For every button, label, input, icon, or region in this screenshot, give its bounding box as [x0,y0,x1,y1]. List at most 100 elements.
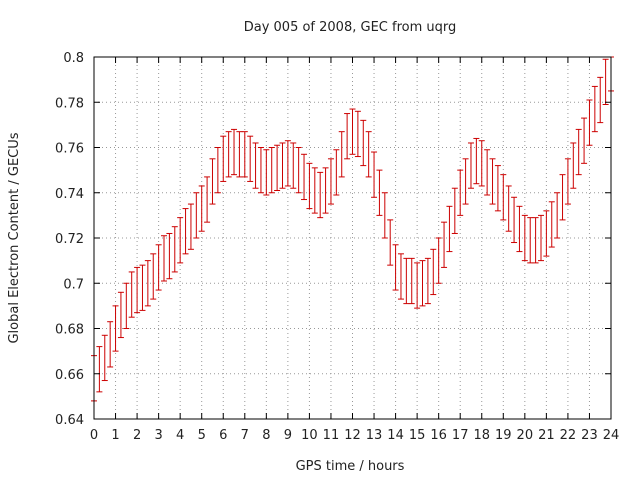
error-bar-point [473,137,480,185]
y-tick-label: 0.78 [55,96,84,111]
error-bar-point [484,149,491,196]
error-bar-point [171,226,178,273]
error-bar-point [144,260,151,307]
x-tick-label: 5 [198,428,206,443]
error-bar-point [581,117,588,164]
error-bar-point [424,257,431,305]
x-tick-label: 19 [495,428,512,443]
error-bar-point [554,192,561,239]
x-tick-label: 12 [344,428,361,443]
x-tick-label: 6 [219,428,227,443]
error-bar-point [134,266,141,314]
error-bar-point [96,346,103,393]
error-bar-point [128,271,135,318]
error-bar-point [521,214,528,262]
error-bar-point [403,257,410,305]
error-bar-point [247,135,254,182]
error-bar-point [241,131,248,178]
y-axis-label: Global Electron Content / GECUs [7,132,22,343]
x-tick-label: 2 [133,428,141,443]
error-bar-point [155,244,162,291]
error-bar-point [575,128,582,176]
error-bar-point [284,140,291,187]
x-tick-label: 9 [284,428,292,443]
error-bar-point [257,147,264,194]
error-bar-point [225,131,232,178]
error-bar-point [597,76,604,124]
error-bar-point [419,260,426,307]
y-tick-label: 0.68 [55,323,84,338]
error-bar-point [387,219,394,266]
error-bar-point [150,253,157,300]
x-tick-label: 8 [262,428,270,443]
error-bar-point [182,208,189,255]
error-bar-point [161,235,168,282]
error-bar-point [408,257,415,305]
error-bar-point [327,158,334,205]
error-bar-point [252,142,259,189]
error-bar-point [349,108,356,155]
x-tick-label: 18 [473,428,490,443]
error-bar-point [494,165,501,212]
error-bar-point [570,142,577,189]
error-bar-point [204,176,211,223]
error-bar-point [268,147,275,194]
error-bar-point [559,174,566,221]
error-bar-point [112,305,119,352]
error-bar-point [317,171,324,219]
axis-ticks [93,56,612,420]
error-bar-point [602,58,609,106]
x-tick-label: 10 [301,428,318,443]
error-bar-point [376,169,383,216]
error-bar-point [263,149,270,196]
error-bar-point [290,142,297,189]
error-bar-point [139,264,146,311]
y-tick-labels: 0.64 0.66 0.68 0.7 0.72 0.74 0.76 0.78 0.8 [55,51,84,428]
error-bar-point [279,142,286,189]
error-bar-point [467,142,474,189]
error-bar-point [198,185,205,232]
error-bar-point [311,167,318,214]
x-tick-label: 22 [560,428,577,443]
x-tick-label: 13 [366,428,383,443]
error-bar-point [548,201,555,248]
error-bar-point [392,244,399,291]
error-bar-point [101,334,108,382]
y-tick-label: 0.7 [63,277,84,292]
error-bar-point [537,214,544,262]
error-bar-point [397,253,404,300]
x-tick-label: 4 [176,428,184,443]
error-bar-point [187,203,194,250]
x-tick-label: 7 [241,428,249,443]
error-bar-point [322,167,329,214]
error-bar-point [166,232,173,280]
x-axis-label: GPS time / hours [296,459,405,474]
error-bar-point [177,217,184,264]
error-bar-point [527,217,534,264]
error-bar-point [457,169,464,216]
error-bar-point [586,99,593,146]
x-tick-label: 0 [90,428,98,443]
error-bar-point [117,291,124,339]
error-bar-point [220,135,227,182]
error-bar-point [214,147,221,194]
error-bar-point [451,187,458,234]
x-tick-label: 17 [452,428,469,443]
error-bar-point [209,158,216,205]
error-bar-point [505,185,512,232]
x-tick-label: 14 [387,428,404,443]
y-tick-label: 0.76 [55,142,84,157]
x-tick-label: 23 [581,428,598,443]
error-bar-point [564,158,571,205]
x-tick-label: 24 [603,428,620,443]
error-bar-point [489,158,496,205]
error-bar-point [107,321,114,368]
x-tick-label: 16 [430,428,447,443]
chart-title: Day 005 of 2008, GEC from uqrg [244,20,457,35]
y-tick-label: 0.8 [63,51,84,66]
error-bar-point [306,162,313,210]
error-bar-point [543,210,550,257]
x-tick-labels: 0 1 2 3 4 5 6 7 8 9 10 11 12 13 14 15 16 17 18 19 20 21 22 23 24 [90,428,619,443]
